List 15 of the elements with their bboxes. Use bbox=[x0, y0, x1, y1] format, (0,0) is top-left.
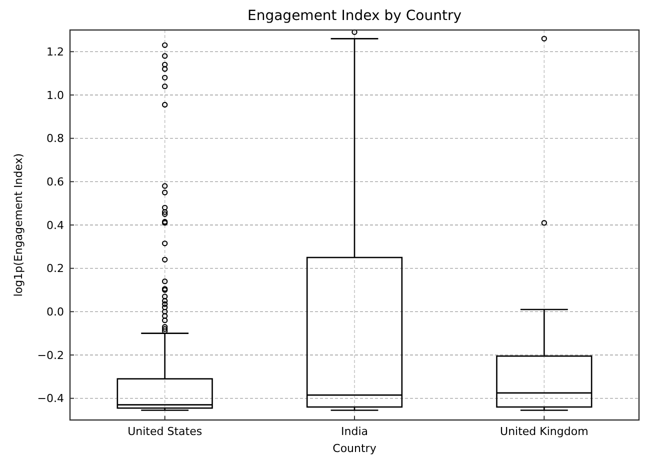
y-tick-label: 1.2 bbox=[46, 46, 64, 59]
y-tick-label: 0.2 bbox=[46, 262, 64, 276]
y-tick-label: 0.4 bbox=[46, 218, 64, 232]
y-tick-label: 0.8 bbox=[46, 132, 64, 146]
x-tick-label: India bbox=[341, 425, 368, 438]
y-tick-label: −0.4 bbox=[37, 392, 64, 406]
y-tick-label: 0.0 bbox=[46, 306, 64, 319]
x-axis-title: Country bbox=[332, 442, 377, 455]
y-tick-label: 0.6 bbox=[46, 176, 64, 189]
x-tick-label: United Kingdom bbox=[500, 425, 588, 438]
y-tick-label: −0.2 bbox=[37, 348, 64, 362]
x-tick-label: United States bbox=[128, 425, 202, 438]
y-tick-label: 1.0 bbox=[46, 88, 64, 102]
y-axis-title: log1p(Engagement Index) bbox=[12, 153, 25, 297]
chart-title: Engagement Index by Country bbox=[248, 8, 462, 24]
